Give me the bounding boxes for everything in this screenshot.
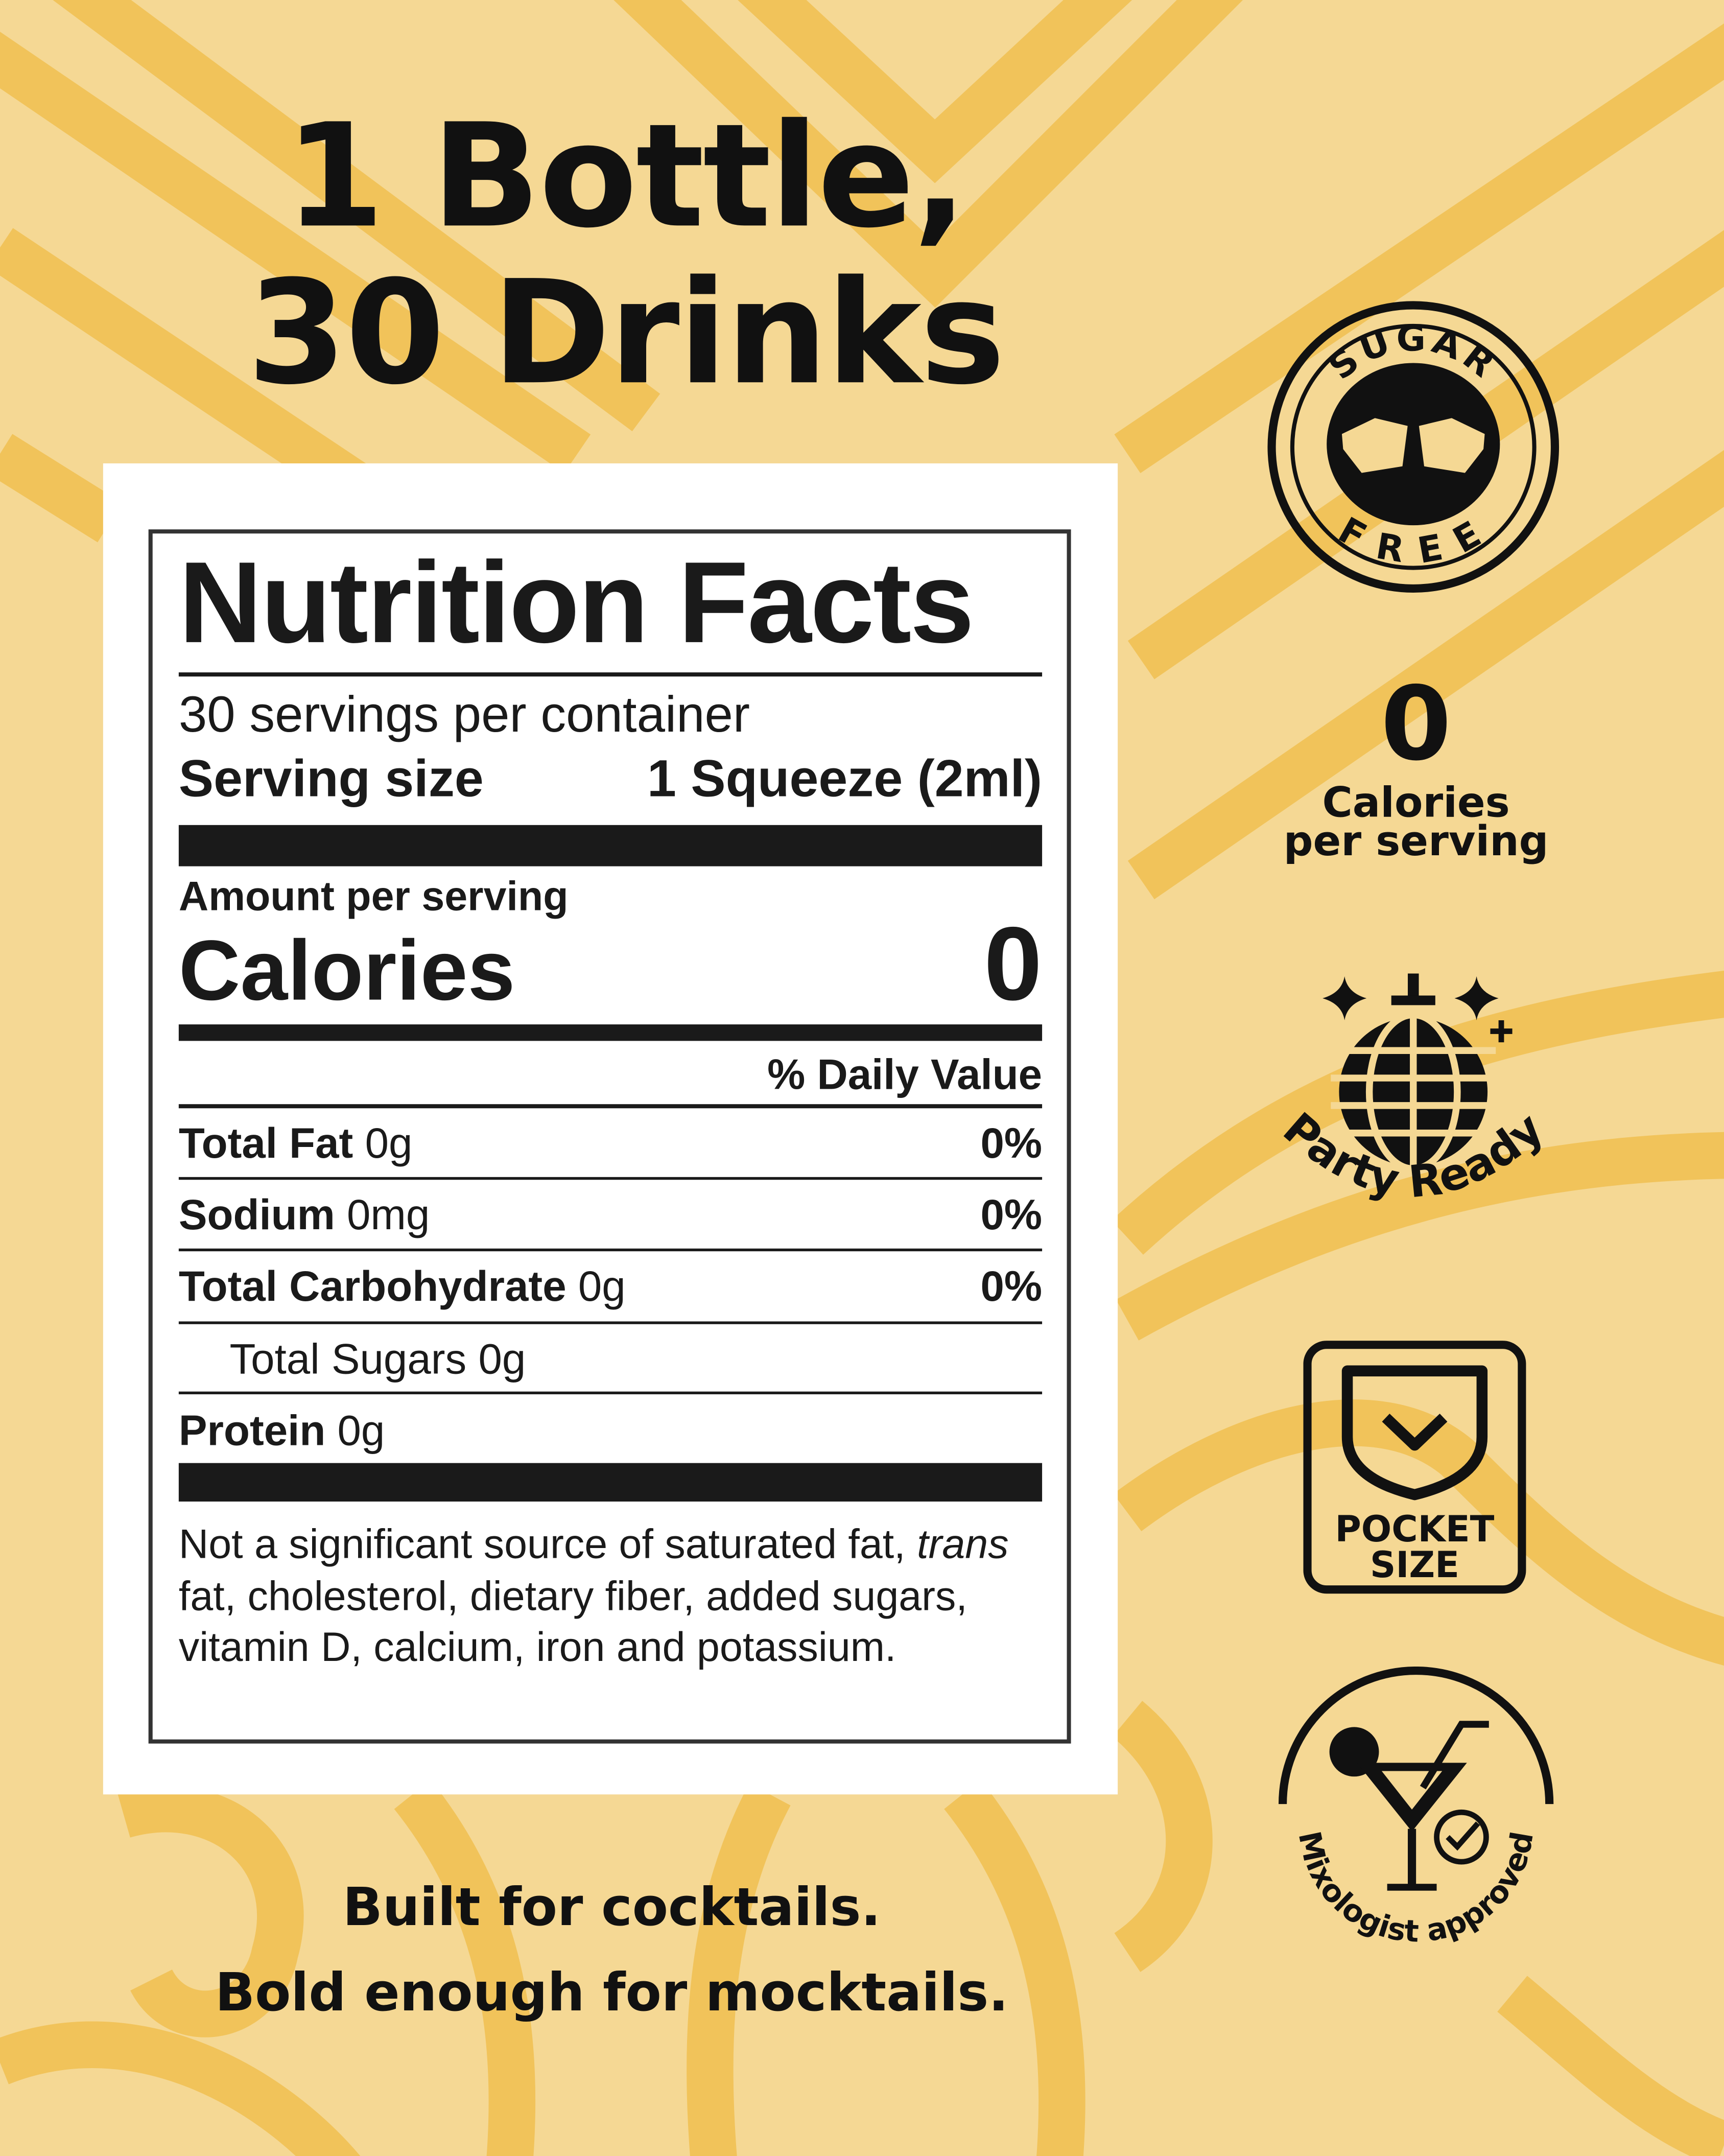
nutrient-dv: 0%: [980, 1262, 1043, 1310]
divider: [178, 1177, 1043, 1180]
divider: [178, 1391, 1043, 1395]
footnote-part1: Not a significant source of saturated fa…: [178, 1522, 906, 1568]
serving-size-row: Serving size 1 Squeeze (2ml): [179, 754, 1042, 806]
tagline-line1: Built for cocktails.: [342, 1877, 881, 1938]
calories-badge-line1: Calories: [1322, 780, 1510, 828]
sugar-free-badge: SUGAR FREE: [1267, 301, 1560, 593]
serving-size-value: 1 Squeeze (2ml): [647, 751, 1043, 809]
amount-per-serving: Amount per serving: [178, 874, 569, 920]
divider: [178, 1104, 1043, 1109]
nutrient-amount: 0g: [578, 1262, 626, 1310]
footnote-italic: trans: [917, 1522, 1009, 1568]
thick-divider: [178, 825, 1043, 866]
footnote-part2: fat, cholesterol, dietary fiber, added s…: [178, 1574, 967, 1671]
daily-value-header-text: % Daily Value: [767, 1050, 1043, 1099]
verified-check-icon: [1434, 1809, 1489, 1865]
nutrient-amount: 0g: [365, 1119, 413, 1167]
tagline-line2: Bold enough for mocktails.: [215, 1962, 1009, 2023]
nutrient-dv: 0%: [980, 1190, 1043, 1239]
plus-icon: [1490, 1020, 1513, 1043]
pocket-icon: [1341, 1365, 1488, 1501]
nutrient-amount: 0g: [478, 1335, 526, 1384]
nutrient-amount: 0g: [337, 1407, 385, 1455]
pocket-size-line2: SIZE: [1370, 1544, 1459, 1586]
nutrition-panel: Nutrition Facts 30 servings per containe…: [103, 463, 1118, 1795]
sugar-cubes-icon: [1327, 363, 1500, 526]
footnote: Not a significant source of saturated fa…: [179, 1519, 1042, 1674]
nutrient-label: Total Fat: [178, 1119, 353, 1167]
nutrient-row-sodium: Sodium 0mg 0%: [179, 1193, 1042, 1236]
daily-value-header: % Daily Value: [179, 1053, 1042, 1096]
headline-line1: 1 Bottle,: [285, 92, 967, 260]
calories-row: Calories 0: [178, 912, 1042, 1019]
sparkle-icon: [1454, 976, 1499, 1021]
sparkle-icon: [1322, 976, 1367, 1021]
nutrition-facts-title: Nutrition Facts: [178, 537, 974, 667]
nutrition-facts-label: Nutrition Facts 30 servings per containe…: [148, 529, 1071, 1744]
serving-size-label: Serving size: [178, 751, 484, 809]
divider: [178, 1248, 1043, 1252]
nutrient-amount: 0mg: [347, 1190, 430, 1239]
pocket-size-line1: POCKET: [1335, 1508, 1495, 1550]
calories-badge-line2: per serving: [1283, 818, 1549, 866]
headline-line2: 30 Drinks: [247, 249, 1005, 417]
calories-value: 0: [984, 906, 1043, 1023]
disco-ball-icon: [1331, 973, 1496, 1173]
divider: [178, 672, 1043, 677]
cocktail-glass-icon: [1329, 1721, 1489, 1891]
servings-per-container: 30 servings per container: [178, 686, 750, 743]
pocket-size-badge: POCKET SIZE: [1303, 1341, 1526, 1594]
nutrient-label: Sodium: [178, 1190, 335, 1239]
divider: [178, 1321, 1043, 1324]
nutrient-row-protein: Protein 0g: [179, 1410, 1042, 1452]
mixologist-approved-badge: Mixologist approved: [1279, 1667, 1554, 1949]
calories-label: Calories: [178, 924, 515, 1019]
medium-divider: [178, 1024, 1043, 1041]
nutrient-label: Protein: [178, 1407, 326, 1455]
nutrient-row-total-sugars: Total Sugars 0g: [229, 1338, 1042, 1380]
thick-divider: [178, 1463, 1043, 1502]
nutrient-row-total-carbohydrate: Total Carbohydrate 0g 0%: [179, 1265, 1042, 1307]
nutrient-label: Total Carbohydrate: [178, 1262, 566, 1310]
calories-badge-number: 0: [1380, 665, 1452, 784]
nutrient-label: Total Sugars: [229, 1335, 467, 1384]
nutrient-row-total-fat: Total Fat 0g 0%: [179, 1122, 1042, 1164]
nutrient-dv: 0%: [980, 1119, 1043, 1167]
party-ready-badge: Party Ready: [1273, 973, 1553, 1208]
